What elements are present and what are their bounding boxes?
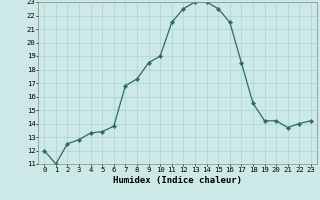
X-axis label: Humidex (Indice chaleur): Humidex (Indice chaleur) bbox=[113, 176, 242, 185]
